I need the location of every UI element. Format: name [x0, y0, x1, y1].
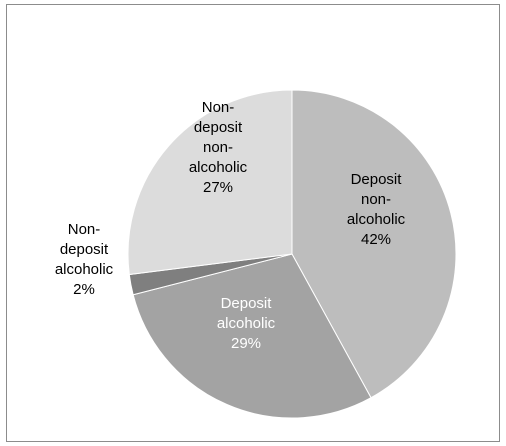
pie-labels: Deposit non-alcoholic 42% Deposit alcoholic 2… — [55, 99, 406, 352]
slice-label-line: alcoholic — [217, 315, 276, 332]
pie-slice-3 — [127, 89, 293, 276]
slice-label-line: alcoholic — [347, 211, 406, 228]
slice-percent: 27% — [203, 179, 233, 196]
slice-label-line: alcoholic — [55, 261, 114, 278]
slice-label-line: deposit — [194, 119, 243, 136]
pie-slices — [127, 89, 457, 419]
slice-label-line: Non- — [68, 221, 101, 238]
slice-label-1: Deposit alcoholic 29% — [217, 295, 276, 352]
slice-label-line: alcoholic — [189, 159, 248, 176]
slice-label-line: deposit — [60, 241, 109, 258]
pie-slice-1 — [132, 253, 372, 419]
slice-label-2: Non-deposit alcoholic 2% — [55, 221, 114, 298]
slice-percent: 42% — [361, 231, 391, 248]
slice-label-3: Non-deposit non-alcoholic 27% — [189, 99, 248, 196]
pie-slice-0 — [291, 89, 457, 399]
slice-label-line: Deposit — [351, 171, 403, 188]
slice-label-line: non- — [361, 191, 391, 208]
slice-label-line: Non- — [202, 99, 235, 116]
slice-label-0: Deposit non-alcoholic 42% — [347, 171, 406, 248]
slice-label-line: non- — [203, 139, 233, 156]
slice-percent: 29% — [231, 335, 261, 352]
slice-label-line: Deposit — [221, 295, 273, 312]
slice-percent: 2% — [73, 281, 95, 298]
